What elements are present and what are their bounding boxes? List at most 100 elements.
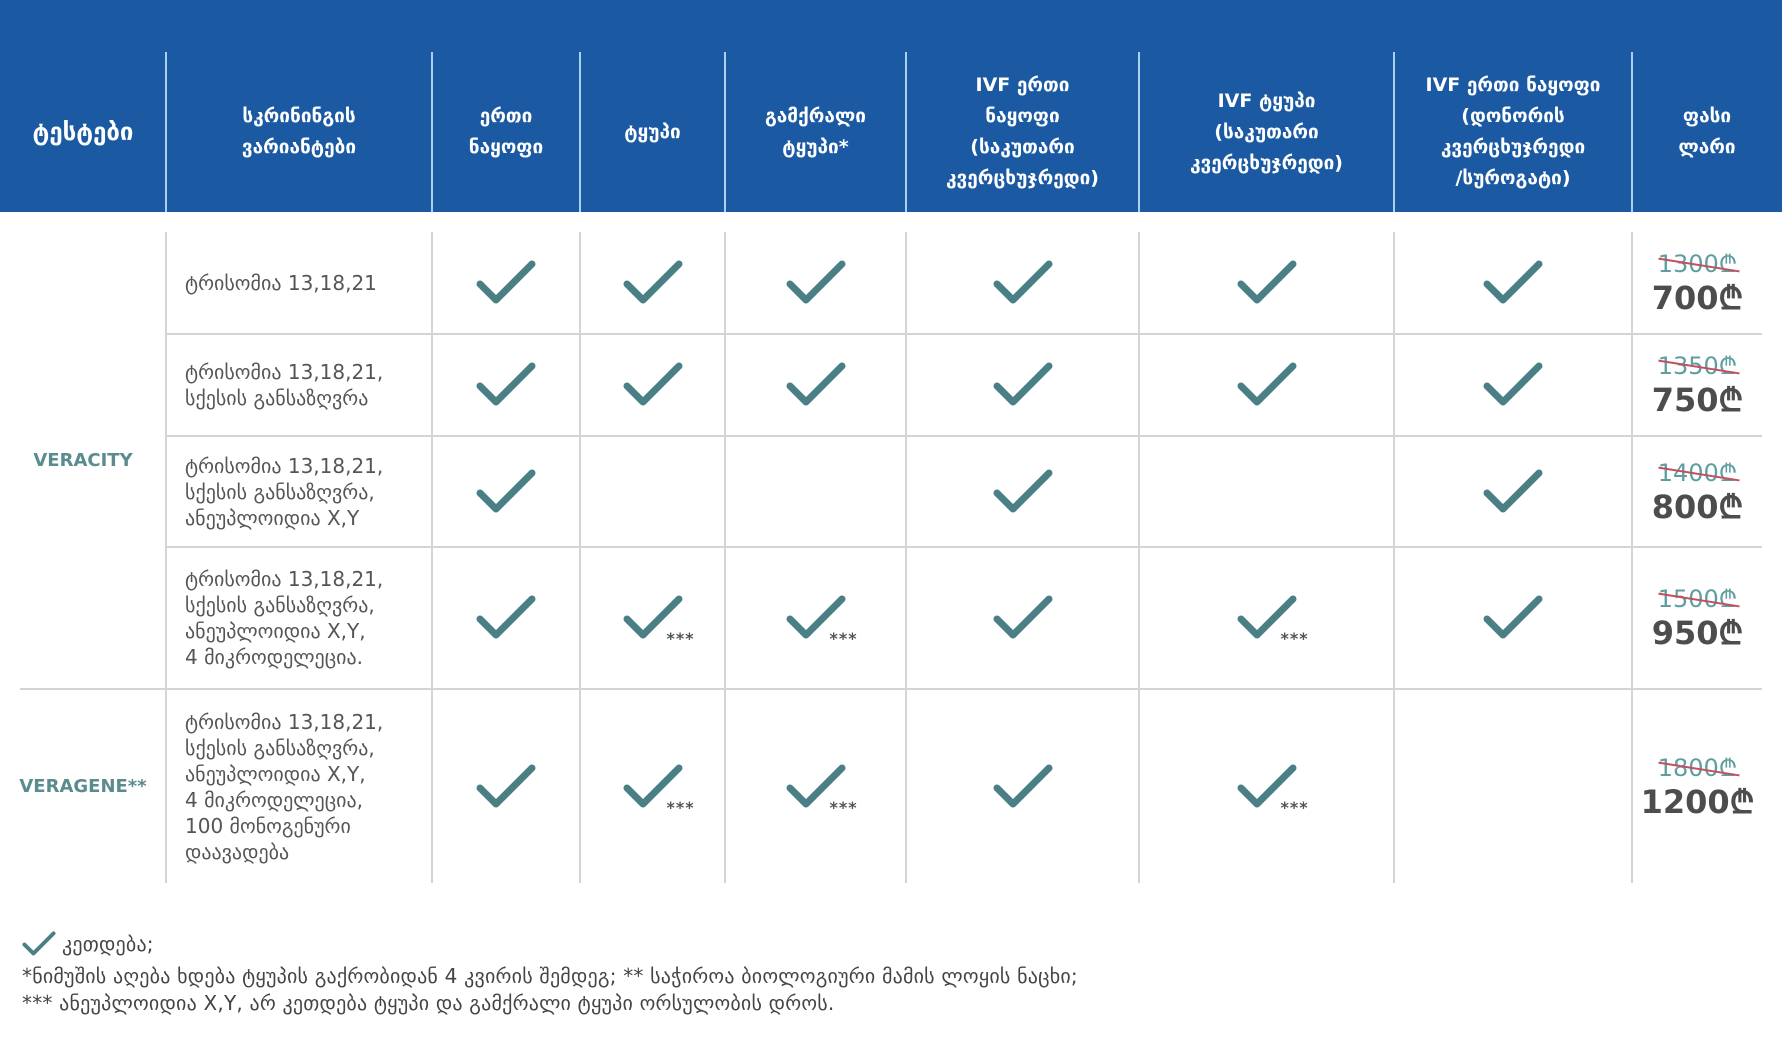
header-ivf-single-own: IVF ერთი ნაყოფი (საკუთარი კვერცხუჯრედი)	[946, 74, 1099, 189]
check-icon: ***	[623, 762, 694, 817]
header-screening-options: სკრინინგის ვარიანტები	[241, 105, 357, 158]
grid-line	[579, 232, 581, 883]
footnote-marker: ***	[666, 629, 695, 648]
check-icon	[993, 593, 1053, 643]
check-icon	[993, 467, 1053, 517]
check-cell	[580, 335, 725, 435]
header-vanishing-twin: გამქრალი ტყუპი*	[764, 105, 867, 158]
check-icon	[1237, 258, 1297, 308]
new-price: 750₾	[1651, 381, 1744, 419]
check-icon	[993, 762, 1053, 812]
group-label-veracity: VERACITY	[33, 449, 133, 471]
check-cell: ***	[725, 690, 906, 883]
check-icon	[1483, 467, 1543, 517]
check-icon	[1483, 593, 1543, 643]
footnote-marker: ***	[829, 629, 858, 648]
check-cell	[1394, 335, 1632, 435]
check-cell	[906, 335, 1139, 435]
check-cell	[1139, 335, 1394, 435]
row-divider	[166, 435, 1762, 437]
check-cell	[906, 548, 1139, 688]
old-price: 1500₾	[1657, 585, 1738, 613]
check-icon	[476, 467, 536, 517]
old-price: 1350₾	[1657, 352, 1738, 380]
check-icon	[623, 258, 683, 308]
check-icon: ***	[623, 593, 694, 648]
row-5-price: 1800₾ 1200₾	[1633, 690, 1762, 883]
grid-line	[1393, 232, 1395, 883]
grid-line	[1631, 232, 1633, 883]
check-icon: ***	[1237, 593, 1308, 648]
header-divider	[1138, 52, 1140, 212]
check-cell	[432, 548, 580, 688]
row-3-description: ტრისომია 13,18,21, სქესის განსაზღვრა, ან…	[185, 453, 384, 530]
row-3-price: 1400₾ 800₾	[1633, 437, 1762, 546]
new-price: 800₾	[1651, 487, 1744, 526]
header-tests: ტესტები	[32, 117, 134, 146]
check-cell	[432, 690, 580, 883]
header-single-fetus: ერთი ნაყოფი	[468, 105, 544, 158]
footnote-marker: ***	[829, 797, 858, 817]
check-icon	[476, 258, 536, 308]
check-icon	[476, 360, 536, 410]
check-icon	[1237, 360, 1297, 410]
row-2-price: 1350₾ 750₾	[1633, 335, 1762, 435]
header-divider	[431, 52, 433, 212]
grid-line	[905, 232, 907, 883]
check-cell	[906, 690, 1139, 883]
header-divider	[724, 52, 726, 212]
check-icon	[993, 360, 1053, 410]
old-price: 1300₾	[1657, 249, 1738, 278]
check-cell	[432, 437, 580, 546]
check-cell	[725, 335, 906, 435]
group-label-veragene: VERAGENE**	[19, 776, 147, 797]
check-cell: ***	[580, 548, 725, 688]
footnote-marker: ***	[1280, 629, 1309, 648]
check-icon	[786, 360, 846, 410]
check-cell: ***	[725, 548, 906, 688]
header-ivf-twins-own: IVF ტყუპი (საკუთარი კვერცხუჯრედი)	[1190, 89, 1343, 174]
row-1-price: 1300₾ 700₾	[1633, 232, 1762, 333]
check-cell: ***	[1139, 548, 1394, 688]
grid-line	[1138, 232, 1140, 883]
new-price: 950₾	[1651, 614, 1744, 652]
check-cell: ***	[1139, 690, 1394, 883]
check-cell	[906, 437, 1139, 546]
footnote-legend: კეთდება;	[22, 930, 154, 958]
row-4-price: 1500₾ 950₾	[1633, 548, 1762, 688]
footnote-1: *ნიმუშის აღება ხდება ტყუპის გაქრობიდან 4…	[22, 964, 1078, 988]
check-icon: ***	[786, 593, 857, 648]
check-cell	[1394, 232, 1632, 333]
check-icon	[476, 593, 536, 643]
check-cell	[1394, 548, 1632, 688]
new-price: 1200₾	[1640, 782, 1755, 821]
footnote-2: *** ანეუპლოიდია X,Y, არ კეთდება ტყუპი და…	[22, 991, 835, 1015]
row-1-description: ტრისომია 13,18,21	[185, 270, 377, 295]
check-icon	[476, 762, 536, 812]
footnote-marker: ***	[666, 797, 695, 817]
header-price-gel: ფასი ლარი	[1678, 105, 1736, 158]
row-2-description: ტრისომია 13,18,21, სქესის განსაზღვრა	[185, 360, 384, 410]
new-price: 700₾	[1651, 278, 1744, 317]
old-price: 1800₾	[1657, 753, 1738, 782]
header-divider	[1393, 52, 1395, 212]
header-twins: ტყუპი	[624, 120, 681, 143]
header-ivf-single-donor: IVF ერთი ნაყოფი (დონორის კვერცხუჯრედი /ს…	[1425, 74, 1601, 189]
row-divider	[166, 546, 1762, 548]
check-cell	[432, 232, 580, 333]
legend-text: კეთდება;	[62, 932, 154, 956]
table-header: ტესტები სკრინინგის ვარიანტები ერთი ნაყოფ…	[0, 0, 1782, 212]
check-cell: ***	[580, 690, 725, 883]
header-divider	[905, 52, 907, 212]
check-icon	[1483, 360, 1543, 410]
header-divider	[579, 52, 581, 212]
check-cell	[580, 232, 725, 333]
grid-line	[724, 232, 726, 883]
check-icon	[1483, 258, 1543, 308]
check-cell	[1394, 437, 1632, 546]
row-divider	[166, 333, 1762, 335]
check-cell	[1139, 232, 1394, 333]
check-cell	[432, 335, 580, 435]
old-price: 1400₾	[1657, 458, 1738, 487]
row-4-description: ტრისომია 13,18,21, სქესის განსაზღვრა, ან…	[185, 567, 384, 669]
